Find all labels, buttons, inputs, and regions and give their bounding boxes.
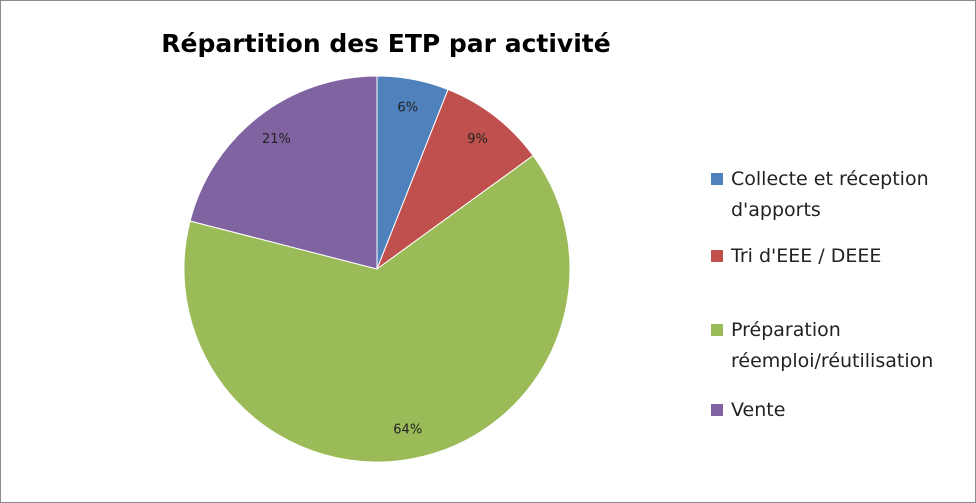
- legend-swatch: [711, 250, 723, 262]
- legend-label: Collecte et réception d'apports: [731, 168, 929, 221]
- legend-item: Vente: [711, 395, 961, 426]
- pie-slice: [183, 154, 571, 463]
- pie-slice: [189, 75, 378, 270]
- legend-label: Tri d'EEE / DEEE: [731, 245, 882, 267]
- data-label: 9%: [467, 132, 488, 147]
- data-label: 21%: [262, 132, 291, 147]
- legend-item: Collecte et réception d'apports: [711, 164, 961, 226]
- chart-title: Répartition des ETP par activité: [161, 29, 610, 58]
- legend-swatch: [711, 324, 723, 336]
- pie-slice: [375, 88, 534, 271]
- data-label: 64%: [393, 423, 422, 438]
- data-label: 6%: [397, 100, 418, 115]
- legend-label: Préparation réemploi/réutilisation: [731, 319, 934, 372]
- legend-swatch: [711, 173, 723, 185]
- legend-item: Tri d'EEE / DEEE: [711, 241, 961, 272]
- legend-label: Vente: [731, 399, 786, 421]
- legend-item: Préparation réemploi/réutilisation: [711, 315, 961, 377]
- legend-swatch: [711, 404, 723, 416]
